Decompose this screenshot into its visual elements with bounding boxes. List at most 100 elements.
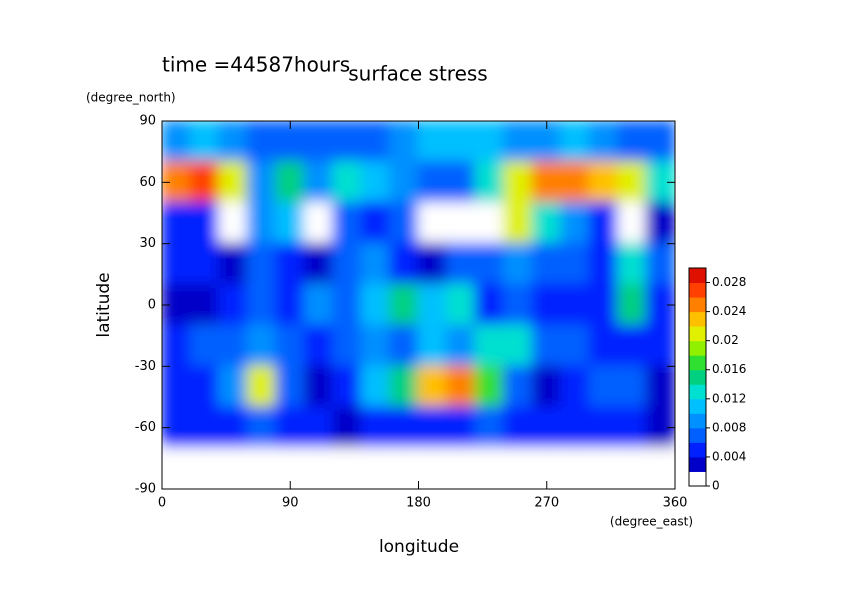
colorbar-band bbox=[689, 442, 706, 458]
field-cell bbox=[189, 406, 220, 450]
field-cell bbox=[645, 447, 675, 489]
colorbar-band bbox=[689, 297, 706, 313]
field-cell bbox=[303, 365, 334, 409]
field-cell bbox=[645, 121, 675, 163]
field-cell bbox=[474, 242, 505, 286]
chart-title: surface stress bbox=[348, 62, 487, 86]
field-cell bbox=[360, 406, 391, 450]
field-cell bbox=[417, 283, 448, 327]
field-cell bbox=[332, 283, 363, 327]
field-cell bbox=[474, 160, 505, 204]
field-cell bbox=[189, 121, 220, 163]
field-cell bbox=[189, 447, 220, 489]
field-cell bbox=[162, 365, 192, 409]
colorbar-band bbox=[689, 340, 706, 356]
field-cell bbox=[588, 201, 619, 245]
field-cell bbox=[474, 121, 505, 163]
field-cell bbox=[162, 324, 192, 368]
field-cell bbox=[503, 201, 534, 245]
field-cell bbox=[360, 365, 391, 409]
colorbar-band bbox=[689, 311, 706, 327]
field-cell bbox=[560, 324, 591, 368]
x-unit: (degree_east) bbox=[610, 515, 693, 529]
field-cell bbox=[560, 406, 591, 450]
field-cell bbox=[617, 324, 648, 368]
field-cell bbox=[560, 160, 591, 204]
field-cell bbox=[360, 324, 391, 368]
y-tick-label: 90 bbox=[139, 114, 156, 129]
field-cell bbox=[417, 242, 448, 286]
field-cell bbox=[617, 406, 648, 450]
field-cell bbox=[246, 121, 277, 163]
field-cell bbox=[332, 160, 363, 204]
field-cell bbox=[417, 324, 448, 368]
field-cell bbox=[531, 406, 562, 450]
field-cell bbox=[189, 201, 220, 245]
y-tick-label: -30 bbox=[135, 359, 156, 374]
field-cell bbox=[446, 447, 477, 489]
field-cell bbox=[588, 160, 619, 204]
field-cell bbox=[246, 242, 277, 286]
field-cell bbox=[389, 324, 420, 368]
colorbar-band bbox=[689, 268, 706, 284]
field-cell bbox=[332, 365, 363, 409]
field-cell bbox=[560, 201, 591, 245]
field-cell bbox=[275, 160, 306, 204]
field-cell bbox=[617, 447, 648, 489]
colorbar-band bbox=[689, 355, 706, 371]
field-cell bbox=[218, 283, 249, 327]
field-cell bbox=[303, 406, 334, 450]
colorbar-tick-label: 0.02 bbox=[712, 333, 739, 347]
field bbox=[162, 121, 675, 489]
field-cell bbox=[360, 160, 391, 204]
field-cell bbox=[218, 324, 249, 368]
field-cell bbox=[246, 365, 277, 409]
colorbar-band bbox=[689, 471, 706, 487]
colorbar-tick-label: 0.012 bbox=[712, 391, 746, 405]
field-cell bbox=[275, 201, 306, 245]
field-cell bbox=[474, 406, 505, 450]
colorbar-tick-label: 0.008 bbox=[712, 420, 746, 434]
field-cell bbox=[531, 365, 562, 409]
field-cell bbox=[503, 160, 534, 204]
field-cell bbox=[417, 121, 448, 163]
y-axis-label: latitude bbox=[94, 272, 114, 337]
field-cell bbox=[588, 242, 619, 286]
field-cell bbox=[446, 242, 477, 286]
colorbar-band bbox=[689, 398, 706, 414]
field-cell bbox=[389, 365, 420, 409]
y-tick-label: 60 bbox=[139, 175, 156, 190]
colorbar-band bbox=[689, 282, 706, 298]
field-cell bbox=[560, 242, 591, 286]
field-cell bbox=[360, 242, 391, 286]
field-cell bbox=[332, 406, 363, 450]
field-cell bbox=[446, 365, 477, 409]
field-cell bbox=[503, 324, 534, 368]
field-cell bbox=[446, 406, 477, 450]
field-cell bbox=[189, 160, 220, 204]
colorbar-tick-label: 0.016 bbox=[712, 362, 746, 376]
field-cell bbox=[275, 283, 306, 327]
field-cell bbox=[588, 121, 619, 163]
field-cell bbox=[531, 160, 562, 204]
field-cell bbox=[389, 160, 420, 204]
colorbar-tick-label: 0.024 bbox=[712, 304, 746, 318]
field-cell bbox=[503, 121, 534, 163]
field-cell bbox=[246, 283, 277, 327]
y-tick-label: -90 bbox=[135, 482, 156, 497]
field-cell bbox=[389, 283, 420, 327]
field-cell bbox=[417, 447, 448, 489]
colorbar-band bbox=[689, 413, 706, 429]
colorbar-band bbox=[689, 456, 706, 472]
field-cell bbox=[218, 447, 249, 489]
field-cell bbox=[332, 447, 363, 489]
colorbar-frame bbox=[688, 267, 707, 487]
field-cell bbox=[645, 242, 675, 286]
field-cell bbox=[162, 447, 192, 489]
field-cell bbox=[246, 406, 277, 450]
field-cell bbox=[275, 406, 306, 450]
field-cell bbox=[617, 201, 648, 245]
field-cell bbox=[218, 160, 249, 204]
field-cell bbox=[588, 365, 619, 409]
